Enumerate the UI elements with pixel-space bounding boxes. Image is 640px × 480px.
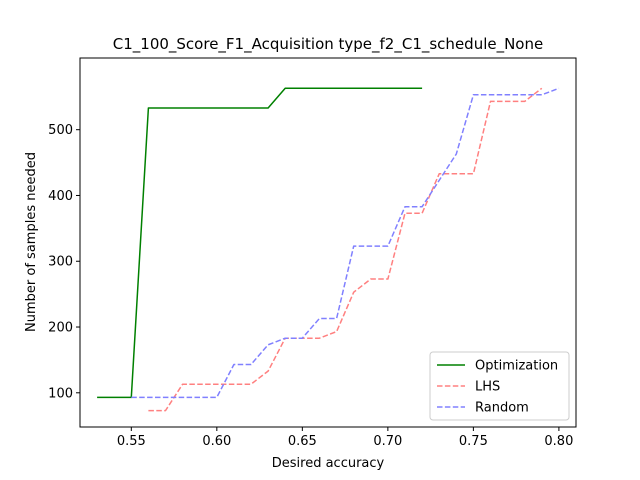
x-tick-label: 0.60 xyxy=(202,434,231,449)
legend: Optimization LHS Random xyxy=(429,351,570,421)
legend-label-lhs: LHS xyxy=(475,380,500,395)
y-tick-label: 200 xyxy=(48,321,73,336)
x-tick-label: 0.65 xyxy=(288,434,317,449)
y-axis: 100 200 300 400 500 xyxy=(48,123,80,401)
y-tick-label: 400 xyxy=(48,189,73,204)
legend-label-random: Random xyxy=(475,401,529,416)
series-line-lhs xyxy=(148,87,543,412)
x-tick-label: 0.80 xyxy=(544,434,573,449)
x-axis-label: Desired accuracy xyxy=(272,456,385,471)
x-tick-label: 0.75 xyxy=(459,434,488,449)
series-layer xyxy=(97,87,560,412)
x-axis: 0.55 0.60 0.65 0.70 0.75 0.80 xyxy=(117,427,573,449)
y-tick-label: 500 xyxy=(48,123,73,138)
x-tick-label: 0.55 xyxy=(117,434,146,449)
y-axis-label: Number of samples needed xyxy=(24,152,39,332)
series-line-optimization xyxy=(97,87,423,399)
legend-box xyxy=(429,351,570,421)
y-tick-label: 100 xyxy=(48,386,73,401)
y-tick-label: 300 xyxy=(48,255,73,270)
x-tick-label: 0.70 xyxy=(373,434,402,449)
legend-label-optimization: Optimization xyxy=(475,359,558,374)
chart-title: C1_100_Score_F1_Acquisition type_f2_C1_s… xyxy=(113,35,543,54)
plot-frame xyxy=(79,57,577,428)
